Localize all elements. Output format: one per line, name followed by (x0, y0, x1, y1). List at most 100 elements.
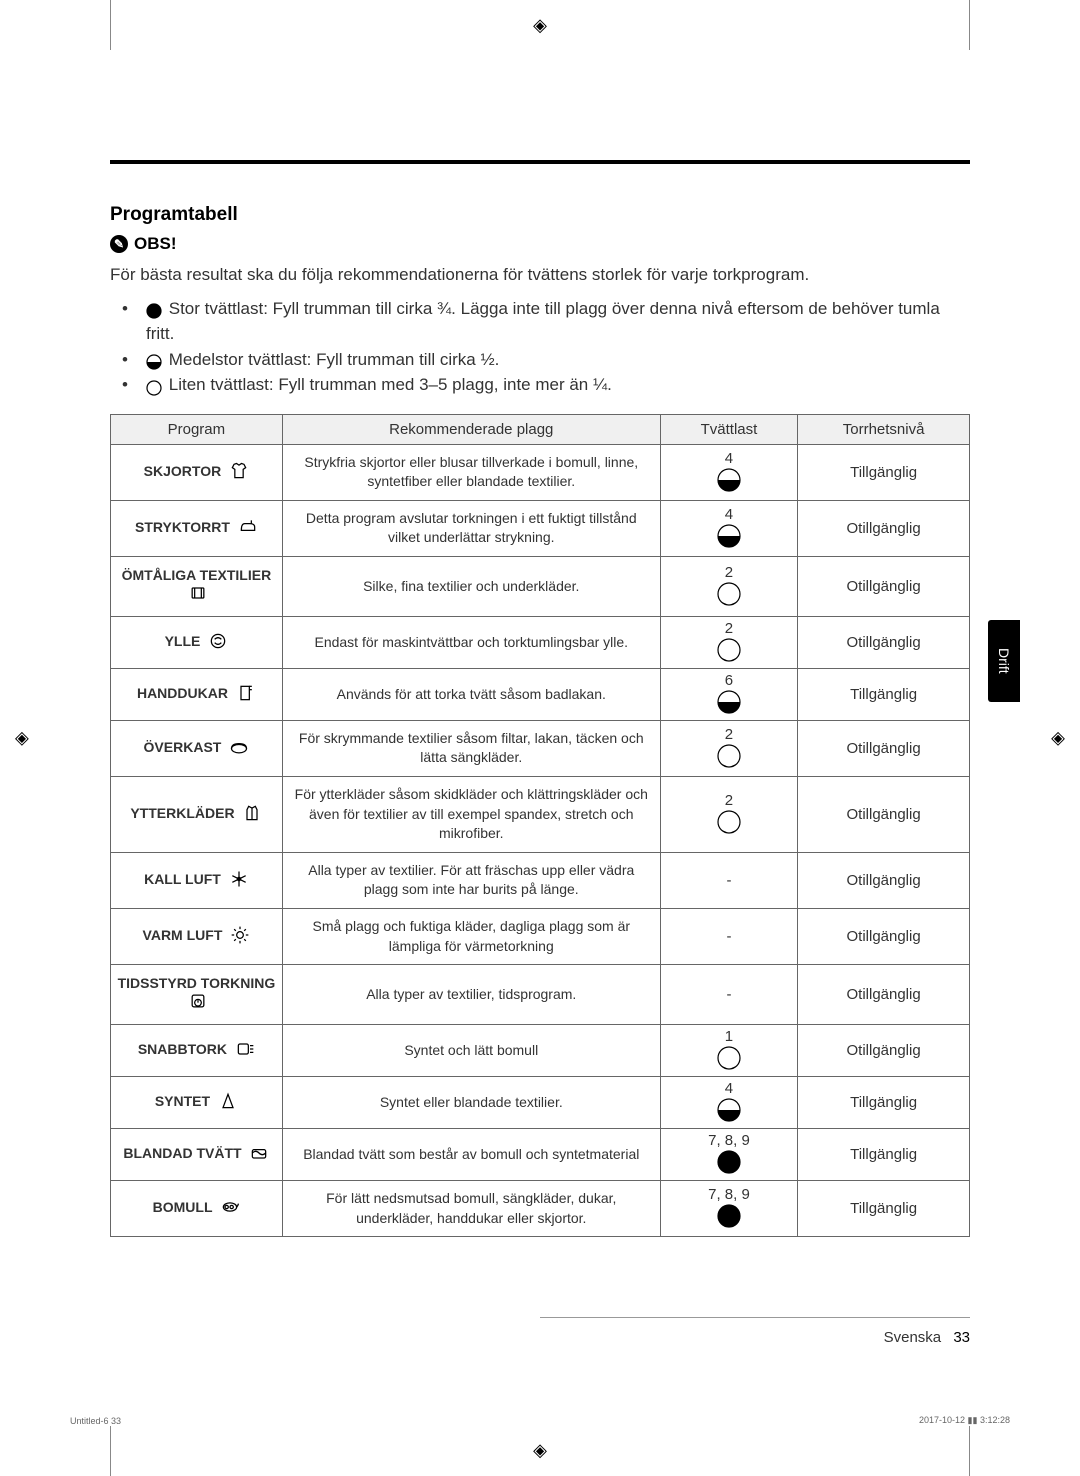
program-name-cell: ÖMTÅLIGA TEXTILIER (111, 556, 283, 616)
program-label: TIDSSTYRD TORKNING (118, 975, 276, 991)
obs-heading: ✎ OBS! (110, 234, 970, 254)
page-number: 33 (953, 1329, 970, 1346)
load-cell: - (660, 852, 797, 908)
program-label: VARM LUFT (143, 927, 223, 943)
recommendation-cell: Små plagg och fuktiga kläder, dagliga pl… (282, 909, 660, 965)
program-name-cell: BOMULL (111, 1181, 283, 1237)
coldair-icon (229, 869, 249, 892)
dryness-cell: Otillgänglig (798, 720, 970, 776)
load-cell: - (660, 909, 797, 965)
table-row: SYNTET Syntet eller blandade textilier.4… (111, 1077, 970, 1129)
bullet-text: Stor tvättlast: Fyll trumman till cirka … (146, 299, 940, 344)
print-info: Untitled-6 33 (70, 1416, 121, 1426)
load-cell: 2 (660, 720, 797, 776)
table-row: BOMULL För lätt nedsmutsad bomull, sängk… (111, 1181, 970, 1237)
bullet-text: Medelstor tvättlast: Fyll trumman till c… (169, 350, 500, 369)
load-icon (717, 744, 741, 770)
top-divider (110, 160, 970, 164)
load-cell: 1 (660, 1025, 797, 1077)
program-name-cell: YLLE (111, 616, 283, 668)
table-row: ÖMTÅLIGA TEXTILIER Silke, fina textilier… (111, 556, 970, 616)
dryness-cell: Tillgänglig (798, 1181, 970, 1237)
table-row: ÖVERKAST För skrymmande textilier såsom … (111, 720, 970, 776)
load-icon (717, 1204, 741, 1230)
iron-icon (238, 517, 258, 540)
dryness-cell: Otillgänglig (798, 852, 970, 908)
load-number: 7, 8, 9 (708, 1133, 750, 1148)
table-header: Torrhetsnivå (798, 414, 970, 444)
program-name-cell: TIDSSTYRD TORKNING (111, 965, 283, 1025)
dryness-cell: Otillgänglig (798, 909, 970, 965)
load-cell: - (660, 965, 797, 1025)
program-label: BLANDAD TVÄTT (123, 1145, 241, 1161)
dryness-cell: Tillgänglig (798, 1077, 970, 1129)
program-label: SKJORTOR (144, 463, 222, 479)
table-header: Program (111, 414, 283, 444)
bullet-item: Stor tvättlast: Fyll trumman till cirka … (134, 296, 970, 347)
load-icon (717, 524, 741, 550)
warmair-icon (230, 925, 250, 948)
load-cell: 7, 8, 9 (660, 1129, 797, 1181)
load-icon (146, 352, 162, 368)
program-name-cell: BLANDAD TVÄTT (111, 1129, 283, 1181)
recommendation-cell: För ytterkläder såsom skidkläder och klä… (282, 777, 660, 853)
crop-mark (969, 0, 970, 50)
load-number: 2 (725, 727, 733, 742)
load-number: 4 (725, 1081, 733, 1096)
table-row: VARM LUFT Små plagg och fuktiga kläder, … (111, 909, 970, 965)
registration-mark: ◈ (533, 15, 547, 36)
load-cell: 2 (660, 616, 797, 668)
load-number: - (726, 929, 731, 944)
table-row: SKJORTOR Strykfria skjortor eller blusar… (111, 444, 970, 500)
load-cell: 4 (660, 500, 797, 556)
load-number: 2 (725, 793, 733, 808)
program-name-cell: SNABBTORK (111, 1025, 283, 1077)
load-number: 7, 8, 9 (708, 1187, 750, 1202)
dryness-cell: Otillgänglig (798, 556, 970, 616)
load-number: - (726, 987, 731, 1002)
load-icon (717, 638, 741, 664)
load-cell: 4 (660, 444, 797, 500)
dryness-cell: Tillgänglig (798, 1129, 970, 1181)
note-icon: ✎ (110, 235, 128, 253)
towel-icon (236, 683, 256, 706)
bedding-icon (229, 737, 249, 760)
program-name-cell: KALL LUFT (111, 852, 283, 908)
dryness-cell: Otillgänglig (798, 965, 970, 1025)
registration-mark: ◈ (15, 728, 29, 749)
obs-label: OBS! (134, 234, 177, 254)
load-icon (717, 1150, 741, 1176)
print-info: 2017-10-12 ▮▮ 3:12:28 (919, 1415, 1010, 1426)
program-name-cell: SKJORTOR (111, 444, 283, 500)
table-header: Rekommenderade plagg (282, 414, 660, 444)
recommendation-cell: Används för att torka tvätt såsom badlak… (282, 668, 660, 720)
table-row: SNABBTORK Syntet och lätt bomull1 Otillg… (111, 1025, 970, 1077)
recommendation-cell: Strykfria skjortor eller blusar tillverk… (282, 444, 660, 500)
load-cell: 7, 8, 9 (660, 1181, 797, 1237)
bullet-list: Stor tvättlast: Fyll trumman till cirka … (110, 296, 970, 398)
time-icon (188, 991, 208, 1014)
load-number: 1 (725, 1029, 733, 1044)
program-name-cell: STRYKTORRT (111, 500, 283, 556)
table-row: KALL LUFT Alla typer av textilier. För a… (111, 852, 970, 908)
recommendation-cell: Silke, fina textilier och underkläder. (282, 556, 660, 616)
recommendation-cell: Syntet eller blandade textilier. (282, 1077, 660, 1129)
dryness-cell: Tillgänglig (798, 668, 970, 720)
bullet-text: Liten tvättlast: Fyll trumman med 3–5 pl… (169, 375, 612, 394)
wool-icon (208, 631, 228, 654)
crop-mark (110, 1426, 111, 1476)
recommendation-cell: Alla typer av textilier. För att fräscha… (282, 852, 660, 908)
program-label: YTTERKLÄDER (130, 805, 234, 821)
load-number: 4 (725, 507, 733, 522)
delicate-icon (188, 583, 208, 606)
load-icon (717, 1098, 741, 1124)
load-icon (717, 582, 741, 608)
program-label: SNABBTORK (138, 1041, 227, 1057)
load-cell: 2 (660, 777, 797, 853)
recommendation-cell: Alla typer av textilier, tidsprogram. (282, 965, 660, 1025)
program-label: BOMULL (153, 1200, 213, 1216)
recommendation-cell: Syntet och lätt bomull (282, 1025, 660, 1077)
load-icon (717, 468, 741, 494)
side-tab: Drift (988, 620, 1020, 702)
recommendation-cell: Endast för maskintvättbar och torktumlin… (282, 616, 660, 668)
